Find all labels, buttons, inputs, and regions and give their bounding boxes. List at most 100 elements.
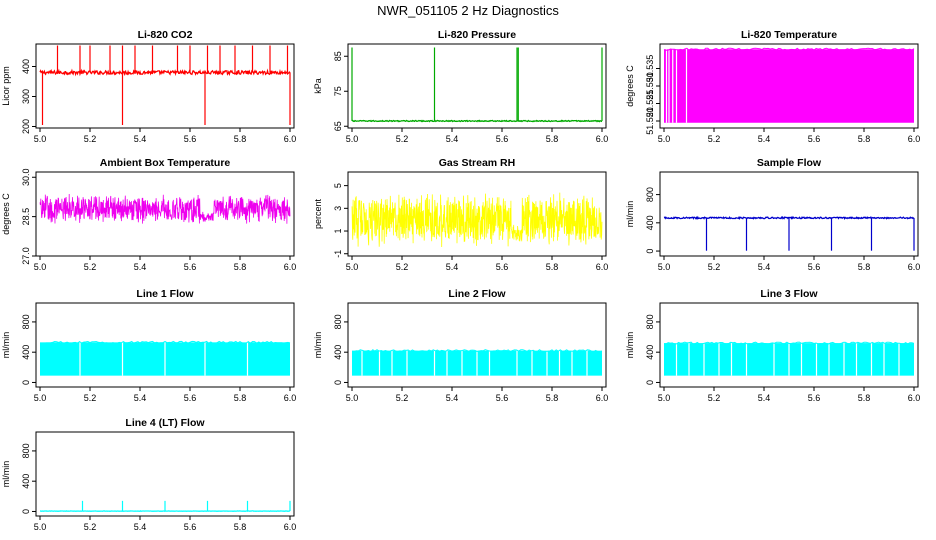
x-tick-label: 5.0 [658, 262, 671, 272]
panel-title: Line 4 (LT) Flow [125, 417, 205, 429]
y-axis-label: ml/min [1, 332, 11, 359]
x-tick-label: 6.0 [908, 134, 921, 144]
panel-title: Ambient Box Temperature [100, 157, 231, 169]
y-tick-label: 0 [645, 249, 655, 254]
plot-frame [347, 171, 607, 257]
panel-3: Ambient Box Temperature 5.0 5.2 5.4 5.6 5.8 6.… [1, 157, 296, 272]
y-tick-label: 27.0 [21, 247, 31, 265]
panel-9: Line 4 (LT) Flow 5.0 5.2 5.4 5.6 5.8 6.0 0 400 80… [1, 417, 296, 532]
y-tick-label: 300 [21, 89, 31, 104]
y-axis-label: kPa [313, 78, 323, 94]
plot-frame [347, 43, 607, 129]
y-tick-label: 800 [645, 314, 655, 329]
x-tick-label: 5.0 [346, 393, 359, 403]
y-tick-label: 200 [21, 119, 31, 134]
x-tick-label: 5.4 [134, 262, 147, 272]
panel-title: Line 3 Flow [760, 288, 818, 300]
plot-frame [659, 302, 919, 388]
figure-title: NWR_051105 2 Hz Diagnostics [377, 3, 559, 18]
y-axis-label: degrees C [625, 65, 635, 107]
panel-0: Li-820 CO2 5.0 5.2 5.4 5.6 5.8 6.0 200 300 400 Lic… [1, 29, 296, 144]
y-tick-label: 1 [333, 229, 343, 234]
plot-frame [35, 43, 295, 129]
y-tick-label: 3 [333, 206, 343, 211]
x-tick-label: 5.2 [84, 262, 97, 272]
x-tick-label: 6.0 [908, 393, 921, 403]
x-tick-label: 6.0 [284, 262, 297, 272]
x-tick-label: 5.8 [234, 522, 247, 532]
panel-title: Gas Stream RH [439, 157, 515, 169]
x-tick-label: 6.0 [596, 393, 609, 403]
x-tick-label: 5.8 [858, 393, 871, 403]
plot-area [39, 340, 291, 376]
x-tick-label: 5.0 [658, 393, 671, 403]
x-tick-label: 5.6 [808, 393, 821, 403]
plot-frame [35, 431, 295, 517]
x-tick-label: 5.2 [84, 134, 97, 144]
x-tick-label: 5.2 [708, 393, 721, 403]
panel-8: Line 3 Flow 5.0 5.2 5.4 5.6 5.8 6.0 0 400 800 ml/m… [625, 288, 920, 403]
y-tick-label: 85 [333, 51, 343, 61]
x-tick-label: 5.8 [546, 134, 559, 144]
panel-7: Line 2 Flow 5.0 5.2 5.4 5.6 5.8 6.0 0 400 800 ml/m… [313, 288, 608, 403]
data-series [39, 68, 291, 77]
x-tick-label: 5.4 [134, 393, 147, 403]
panel-5: Sample Flow 5.0 5.2 5.4 5.6 5.8 6.0 0 400 800 ml/m… [625, 157, 920, 272]
x-tick-label: 6.0 [908, 262, 921, 272]
y-tick-label: 51.520 [645, 107, 655, 135]
x-tick-label: 5.4 [134, 522, 147, 532]
panel-4: Gas Stream RH 5.0 5.2 5.4 5.6 5.8 6.0 -1 1 3 5 perc… [313, 157, 608, 272]
data-series [663, 215, 915, 221]
panel-1: Li-820 Pressure 5.0 5.2 5.4 5.6 5.8 6.0 65 75 85 k… [313, 29, 608, 144]
data-edge [663, 47, 915, 51]
y-tick-label: 5 [333, 183, 343, 188]
y-tick-label: 800 [21, 314, 31, 329]
x-tick-label: 5.6 [184, 134, 197, 144]
data-series [39, 193, 291, 224]
y-axis-label: Licor ppm [1, 66, 11, 106]
x-tick-label: 5.6 [496, 134, 509, 144]
x-tick-label: 5.6 [808, 134, 821, 144]
x-tick-label: 6.0 [596, 134, 609, 144]
y-axis-label: ml/min [1, 461, 11, 488]
x-tick-label: 5.6 [496, 262, 509, 272]
plot-frame [35, 171, 295, 257]
plot-area [351, 192, 603, 248]
plot-area [39, 193, 291, 224]
x-tick-label: 5.2 [708, 134, 721, 144]
y-tick-label: 800 [645, 187, 655, 202]
plot-area [663, 47, 915, 123]
x-tick-label: 6.0 [284, 393, 297, 403]
x-tick-label: 5.8 [546, 262, 559, 272]
y-tick-label: 400 [645, 345, 655, 360]
x-tick-label: 5.8 [546, 393, 559, 403]
panel-title: Li-820 Temperature [741, 29, 837, 41]
x-tick-label: 5.4 [758, 134, 771, 144]
plot-area [351, 47, 603, 123]
x-tick-label: 5.2 [396, 262, 409, 272]
x-tick-label: 5.6 [184, 522, 197, 532]
plot-area [664, 341, 915, 376]
x-tick-label: 5.0 [34, 522, 47, 532]
y-tick-label: 800 [21, 443, 31, 458]
x-tick-label: 5.6 [496, 393, 509, 403]
panel-6: Line 1 Flow 5.0 5.2 5.4 5.6 5.8 6.0 0 400 800 ml/m… [1, 288, 296, 403]
x-tick-label: 5.6 [808, 262, 821, 272]
y-tick-label: 75 [333, 86, 343, 96]
y-axis-label: ml/min [625, 332, 635, 359]
x-tick-label: 5.2 [708, 262, 721, 272]
data-edge [664, 341, 915, 345]
x-tick-label: 5.2 [396, 393, 409, 403]
x-tick-label: 5.4 [446, 134, 459, 144]
y-tick-label: 0 [333, 380, 343, 385]
data-edge [351, 349, 603, 353]
x-tick-label: 5.6 [184, 262, 197, 272]
y-tick-label: 0 [21, 509, 31, 514]
y-tick-label: 51.525 [645, 90, 655, 118]
data-band [664, 49, 914, 123]
y-axis-label: percent [313, 198, 323, 229]
x-tick-label: 5.8 [234, 134, 247, 144]
plot-area [40, 500, 291, 512]
